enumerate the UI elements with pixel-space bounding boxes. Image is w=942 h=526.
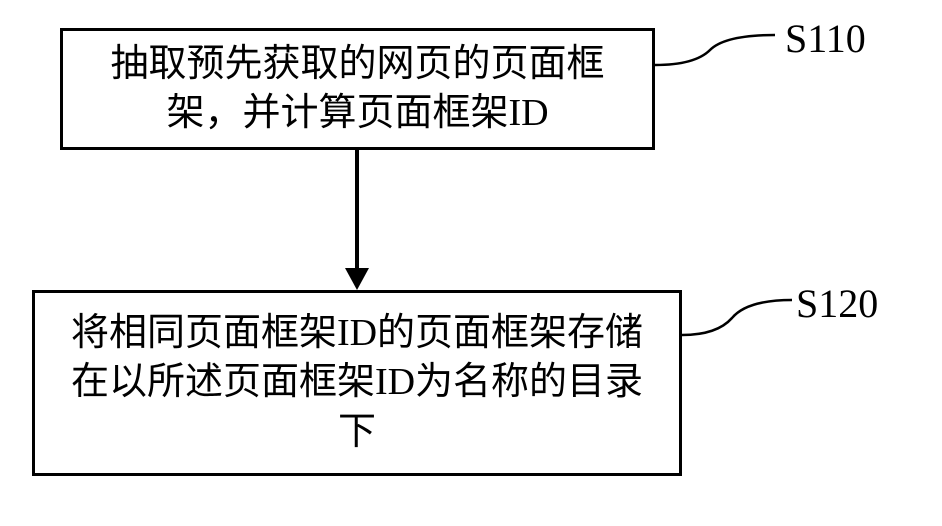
flow-label-2: S120 (796, 280, 878, 327)
edge-1-arrowhead (345, 268, 369, 290)
edge-1-line (355, 150, 359, 270)
flow-label-1: S110 (785, 15, 866, 62)
flow-node-1-text: 抽取预先获取的网页的页面框架，并计算页面框架ID (83, 40, 632, 139)
label-connector-1 (655, 30, 785, 100)
flow-node-1: 抽取预先获取的网页的页面框架，并计算页面框架ID (60, 28, 655, 150)
label-connector-2 (682, 295, 802, 365)
flow-node-2: 将相同页面框架ID的页面框架存储在以所述页面框架ID为名称的目录下 (32, 290, 682, 476)
flow-node-2-text: 将相同页面框架ID的页面框架存储在以所述页面框架ID为名称的目录下 (55, 309, 659, 457)
